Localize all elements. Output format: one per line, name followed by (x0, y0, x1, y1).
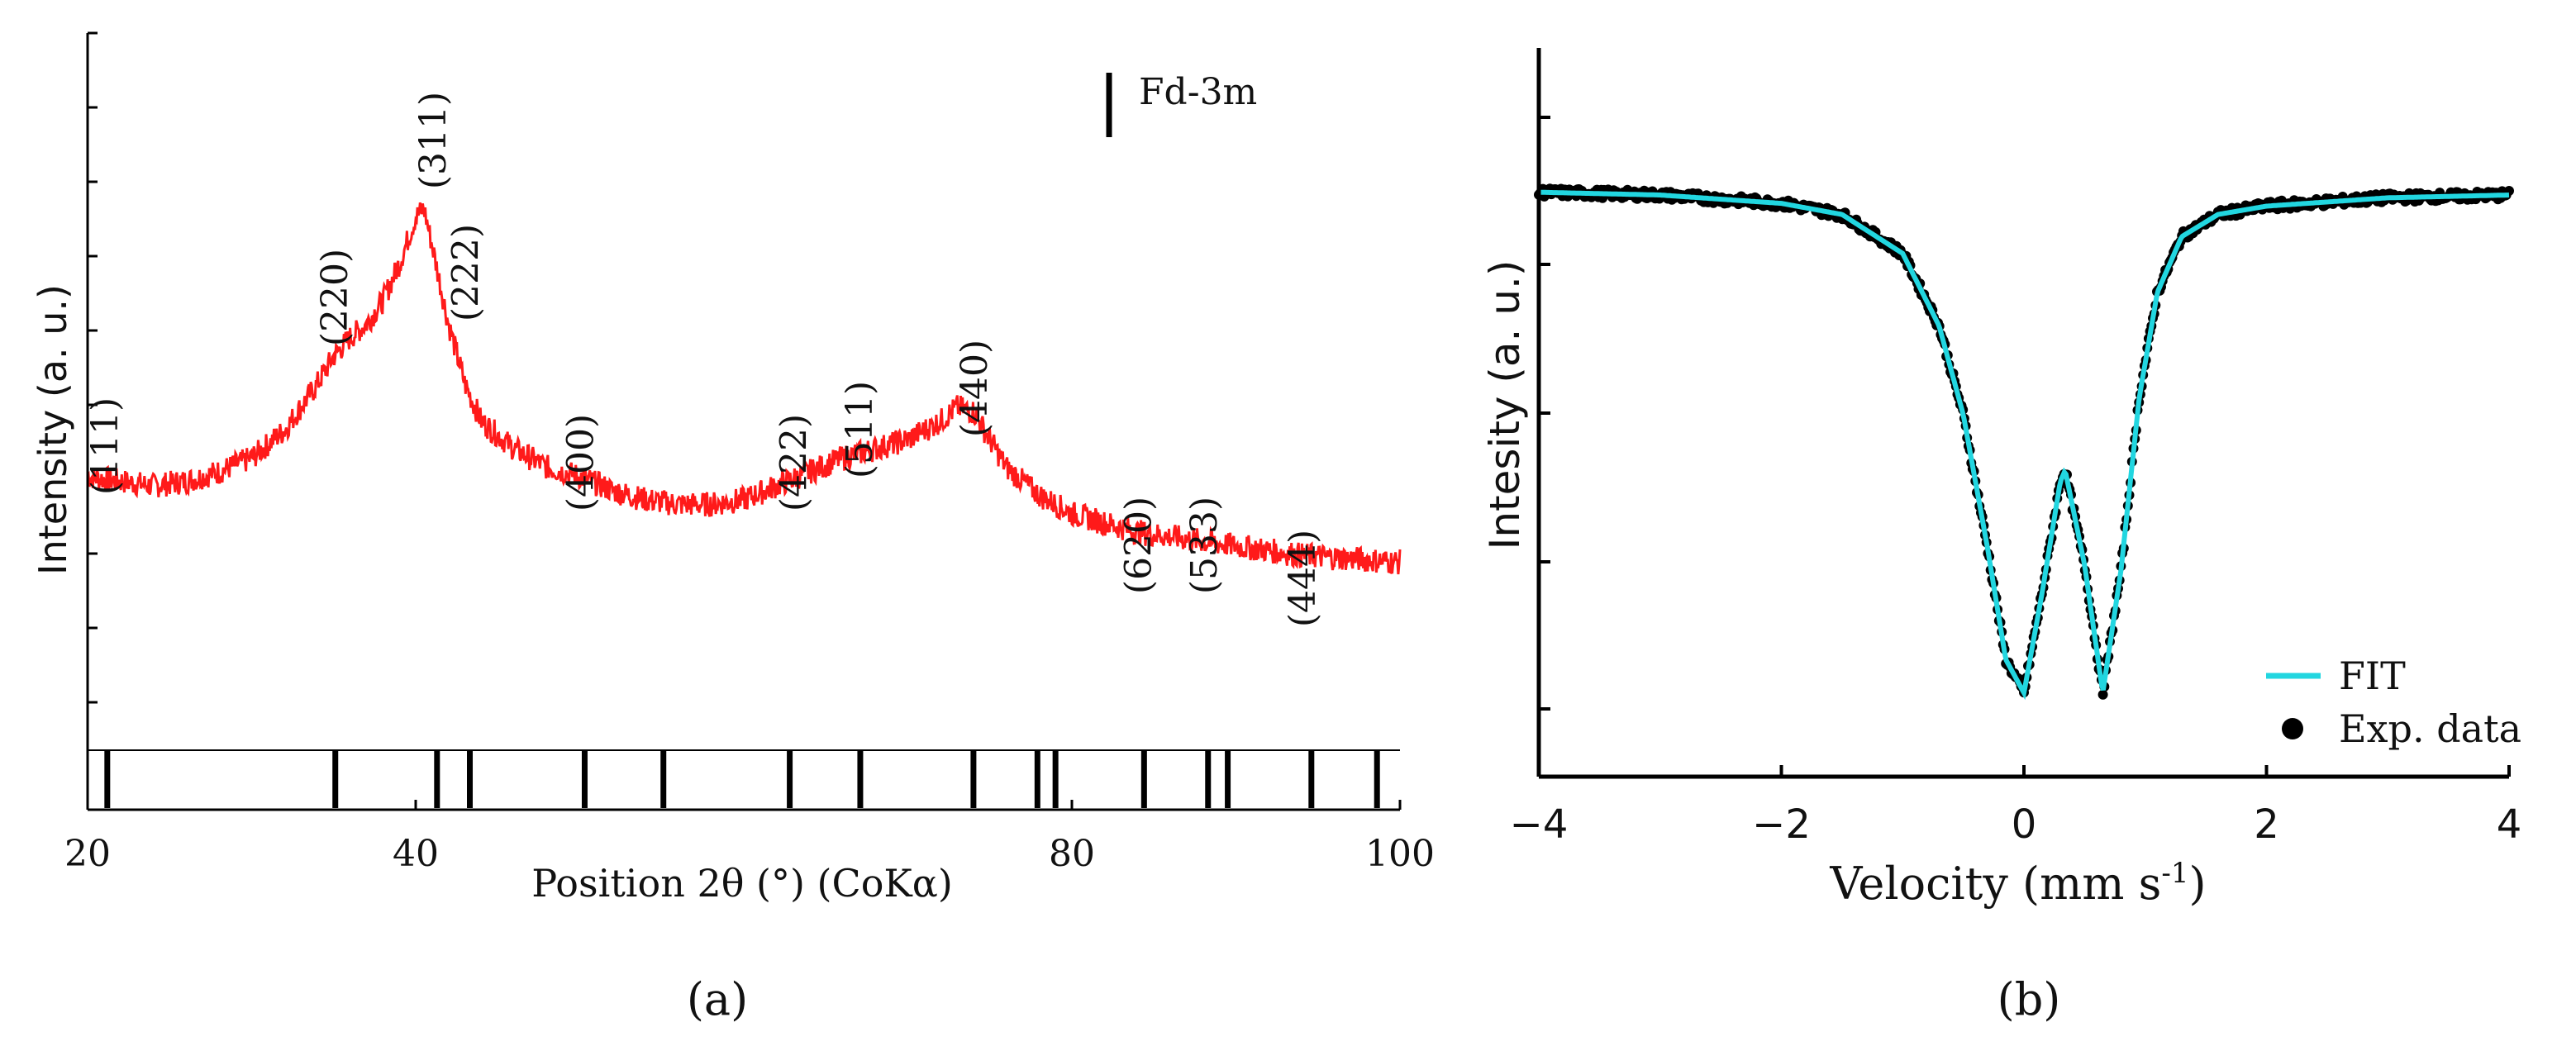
panel-a-peak-label: (220) (314, 249, 356, 346)
panel-a-peak-label: (440) (954, 340, 996, 437)
panel-b-x-axis-label: Velocity (mm s-1) (1829, 857, 2206, 910)
panel-a-peak-label: (511) (839, 381, 881, 478)
panel-b-legend-fit-label: FIT (2339, 654, 2406, 698)
panel-b-x-axis-label-main: Velocity (mm s (1829, 858, 2161, 910)
panel-b-x-tick-label: −4 (1510, 801, 1569, 848)
panel-a-x-tick-label: 100 (1365, 833, 1435, 875)
panel-a-peak-labels: (111) (220) (311) (222) (400) (422) (511) (440)… (84, 92, 1324, 627)
panel-b-x-tick-label: 4 (2497, 801, 2522, 848)
panel-a-axes (86, 33, 1400, 811)
panel-b-data-point (2097, 689, 2108, 700)
panel-a-peak-label: (222) (445, 224, 488, 321)
panel-b-legend-data-label: Exp. data (2339, 706, 2521, 751)
panel-b-caption: (b) (1997, 973, 2061, 1025)
panel-b-fit-line (1539, 189, 2510, 701)
panel-b-x-ticks: −4 −2 0 2 4 (1510, 765, 2522, 848)
panel-b-legend-data-marker (2282, 718, 2303, 739)
panel-a-x-tick-label: 40 (393, 833, 439, 875)
panel-b-x-tick-label: −2 (1752, 801, 1811, 848)
panel-a-peak-label: (311) (412, 92, 455, 189)
panel-b-x-axis-label-superscript: -1 (2161, 857, 2188, 890)
panel-a-x-axis-label: Position 2θ (°) (CoKα) (531, 861, 953, 906)
panel-b-x-tick-label: 2 (2254, 801, 2279, 848)
panel-a-series-line (86, 202, 1402, 575)
panel-b-series (1534, 183, 2514, 701)
panel-a-peak-label: (422) (774, 414, 816, 511)
panel-a-x-ticks: 20 40 80 100 (64, 800, 1435, 875)
panel-a-peak-label: (444) (1282, 530, 1324, 627)
panel-b-y-axis-label: Intesity (a. u.) (1481, 260, 1529, 550)
panel-b-x-axis-label-suffix: ) (2189, 858, 2207, 910)
panel-a-x-tick-label: 20 (64, 833, 111, 875)
panel-b-x-tick-label: 0 (2012, 801, 2037, 848)
panel-a-peak-label: (111) (84, 397, 126, 495)
panel-a-x-tick-label: 80 (1049, 833, 1095, 875)
panel-a-reference-lines (104, 750, 1380, 808)
panel-a-xrd-chart: (111) (220) (311) (222) (400) (422) (511) (440)… (31, 31, 1435, 1025)
panel-a-caption: (a) (687, 973, 748, 1025)
panel-a-series (86, 202, 1402, 575)
panel-a-y-axis-label: Intensity (a. u.) (31, 284, 75, 575)
panel-b-mossbauer-chart: −4 −2 0 2 4 FIT Exp. data Velocity (mm s-1) … (1481, 48, 2521, 1025)
panel-a-peak-label: (400) (560, 414, 602, 511)
panel-a-legend-label: Fd-3m (1139, 71, 1257, 113)
panel-a-y-ticks (88, 31, 98, 704)
panel-a-peak-label: (620) (1117, 497, 1159, 594)
panel-a-peak-label: (533) (1183, 497, 1226, 594)
